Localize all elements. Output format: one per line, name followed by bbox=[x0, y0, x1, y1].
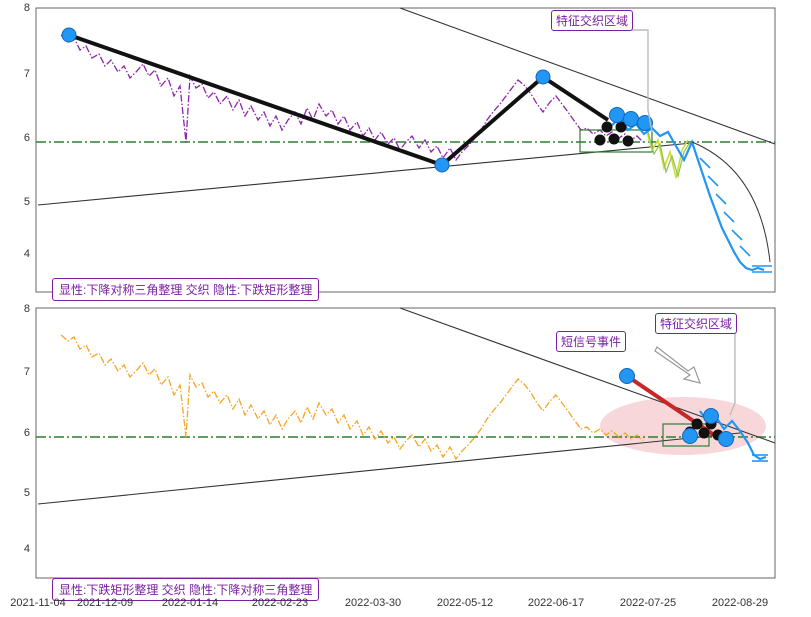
xtick-7: 2022-07-25 bbox=[619, 597, 677, 609]
bottom-panel: 8 7 6 5 4 短信号事件 特征交织区域 显性:下跌矩形整理 交织 隐性:下… bbox=[0, 303, 811, 617]
top-pattern-rect bbox=[579, 129, 653, 153]
top-ytick-5: 5 bbox=[23, 196, 30, 208]
top-marker-cluster bbox=[594, 121, 634, 147]
bottom-ytick-7: 7 bbox=[23, 366, 30, 378]
bottom-panel-svg bbox=[35, 307, 776, 579]
bottom-legend: 显性:下跌矩形整理 交织 隐性:下降对称三角整理 bbox=[52, 578, 320, 601]
top-forecast-ticks bbox=[699, 157, 772, 273]
top-key-markers[interactable] bbox=[61, 27, 653, 173]
bottom-price-orange bbox=[60, 334, 644, 461]
top-price-purple bbox=[60, 34, 644, 162]
top-forecast-blue bbox=[611, 116, 765, 272]
xtick-1: 2021-12-09 bbox=[76, 597, 134, 609]
top-forecast-envelope bbox=[691, 141, 771, 263]
xtick-0: 2021-11-04 bbox=[10, 597, 66, 609]
top-ytick-7: 7 bbox=[23, 68, 30, 80]
xtick-5: 2022-05-12 bbox=[436, 597, 494, 609]
bottom-annotation-signal: 短信号事件 bbox=[556, 331, 627, 352]
top-trendline-up bbox=[37, 142, 693, 206]
bottom-forecast-ticks bbox=[752, 454, 768, 462]
top-ytick-6: 6 bbox=[23, 132, 30, 144]
top-ytick-4: 4 bbox=[23, 248, 30, 260]
xtick-8: 2022-08-29 bbox=[711, 597, 769, 609]
bottom-signal-arrow bbox=[654, 346, 701, 384]
xtick-3: 2022-02-23 bbox=[251, 597, 309, 609]
xtick-4: 2022-03-30 bbox=[344, 597, 402, 609]
bottom-annotation-interweave: 特征交织区域 bbox=[655, 313, 738, 334]
bottom-ytick-8: 8 bbox=[23, 303, 30, 315]
top-panel: 8 7 6 5 4 特征交织区域 显性:下降对称三角整理 交织 隐性:下跌矩形整… bbox=[0, 0, 811, 301]
bottom-ytick-4: 4 bbox=[23, 543, 30, 555]
bottom-trendline-up bbox=[37, 432, 741, 505]
top-minor-zigzag-2 bbox=[647, 131, 691, 179]
top-wave-trend bbox=[68, 33, 610, 168]
top-panel-svg bbox=[35, 7, 776, 293]
top-annotation-interweave: 特征交织区域 bbox=[551, 10, 634, 31]
bottom-ytick-6: 6 bbox=[23, 427, 30, 439]
bottom-key-markers[interactable] bbox=[619, 368, 734, 447]
top-legend: 显性:下降对称三角整理 交织 隐性:下跌矩形整理 bbox=[52, 278, 320, 301]
xtick-6: 2022-06-17 bbox=[527, 597, 585, 609]
xtick-2: 2022-01-14 bbox=[161, 597, 219, 609]
top-plot-frame bbox=[35, 7, 776, 293]
top-trendline-down bbox=[399, 7, 776, 145]
top-ytick-8: 8 bbox=[23, 2, 30, 14]
bottom-ytick-5: 5 bbox=[23, 487, 30, 499]
